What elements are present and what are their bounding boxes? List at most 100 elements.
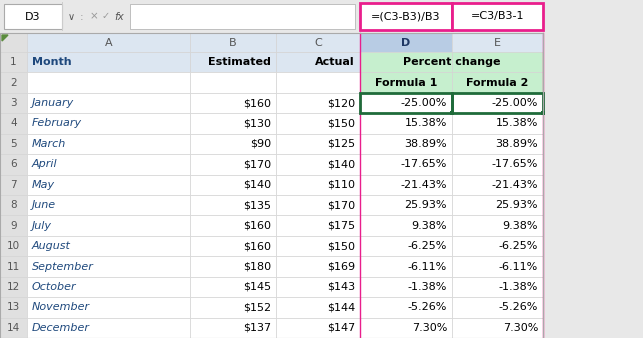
Text: $145: $145 bbox=[243, 282, 271, 292]
Bar bbox=[27, 72, 190, 93]
Text: Month: Month bbox=[32, 57, 71, 67]
Bar bbox=[360, 93, 452, 113]
Text: 15.38%: 15.38% bbox=[496, 119, 538, 128]
Text: -6.25%: -6.25% bbox=[408, 241, 447, 251]
Bar bbox=[190, 236, 276, 256]
Text: $160: $160 bbox=[243, 98, 271, 108]
Bar bbox=[190, 113, 276, 134]
Bar bbox=[452, 236, 543, 256]
Bar bbox=[276, 154, 360, 174]
Bar bbox=[0, 174, 27, 195]
Text: $170: $170 bbox=[327, 200, 355, 210]
Text: Estimated: Estimated bbox=[208, 57, 271, 67]
Text: =C3/B3-1: =C3/B3-1 bbox=[471, 11, 524, 22]
Bar bbox=[190, 215, 276, 236]
Bar bbox=[276, 297, 360, 318]
Text: -17.65%: -17.65% bbox=[492, 159, 538, 169]
Text: -1.38%: -1.38% bbox=[498, 282, 538, 292]
Bar bbox=[0, 33, 543, 338]
Polygon shape bbox=[2, 35, 8, 41]
Text: 25.93%: 25.93% bbox=[404, 200, 447, 210]
Bar bbox=[276, 113, 360, 134]
Text: September: September bbox=[32, 262, 94, 271]
Bar bbox=[360, 195, 452, 215]
Text: D3: D3 bbox=[25, 11, 41, 22]
Bar bbox=[360, 154, 452, 174]
Text: B: B bbox=[229, 38, 237, 48]
Bar bbox=[452, 93, 543, 113]
Bar bbox=[452, 318, 543, 338]
Text: $152: $152 bbox=[243, 303, 271, 312]
Bar bbox=[27, 174, 190, 195]
Text: 5: 5 bbox=[10, 139, 17, 149]
Bar bbox=[276, 72, 360, 93]
Bar bbox=[130, 4, 355, 29]
Bar bbox=[452, 215, 543, 236]
Text: April: April bbox=[32, 159, 58, 169]
Bar bbox=[190, 174, 276, 195]
Text: -5.26%: -5.26% bbox=[498, 303, 538, 312]
Text: June: June bbox=[32, 200, 56, 210]
Text: $169: $169 bbox=[327, 262, 355, 271]
Bar bbox=[0, 33, 543, 338]
Bar bbox=[452, 134, 543, 154]
Bar bbox=[452, 195, 543, 215]
Bar bbox=[360, 236, 452, 256]
Bar bbox=[27, 52, 190, 72]
Bar bbox=[0, 0, 643, 33]
Bar bbox=[4, 4, 62, 29]
Text: 11: 11 bbox=[7, 262, 20, 271]
Bar bbox=[452, 174, 543, 195]
Bar bbox=[276, 256, 360, 277]
Bar bbox=[452, 277, 543, 297]
Text: Formula 1: Formula 1 bbox=[375, 78, 437, 88]
Text: -21.43%: -21.43% bbox=[491, 180, 538, 190]
Bar bbox=[190, 318, 276, 338]
Bar bbox=[27, 297, 190, 318]
Text: -6.25%: -6.25% bbox=[498, 241, 538, 251]
Text: $140: $140 bbox=[243, 180, 271, 190]
Text: ×: × bbox=[90, 11, 99, 22]
Bar bbox=[0, 113, 27, 134]
Text: A: A bbox=[105, 38, 113, 48]
Bar bbox=[0, 52, 27, 72]
Bar bbox=[360, 297, 452, 318]
Bar bbox=[27, 277, 190, 297]
Text: $144: $144 bbox=[327, 303, 355, 312]
Text: $135: $135 bbox=[243, 200, 271, 210]
Bar bbox=[27, 215, 190, 236]
Bar bbox=[27, 113, 190, 134]
Text: 2: 2 bbox=[10, 78, 17, 88]
Text: 10: 10 bbox=[7, 241, 20, 251]
Bar bbox=[27, 154, 190, 174]
Text: -21.43%: -21.43% bbox=[401, 180, 447, 190]
Bar bbox=[0, 277, 27, 297]
Bar bbox=[360, 134, 452, 154]
Text: July: July bbox=[32, 221, 52, 231]
Bar bbox=[0, 256, 27, 277]
Text: $120: $120 bbox=[327, 98, 355, 108]
Text: $110: $110 bbox=[327, 180, 355, 190]
Text: $143: $143 bbox=[327, 282, 355, 292]
Text: October: October bbox=[32, 282, 77, 292]
Text: $180: $180 bbox=[243, 262, 271, 271]
Bar bbox=[360, 3, 452, 30]
Text: December: December bbox=[32, 323, 90, 333]
Bar bbox=[360, 72, 452, 93]
Text: January: January bbox=[32, 98, 74, 108]
Text: $150: $150 bbox=[327, 119, 355, 128]
Bar bbox=[360, 113, 452, 134]
Text: $125: $125 bbox=[327, 139, 355, 149]
Text: 7.30%: 7.30% bbox=[503, 323, 538, 333]
Text: 13: 13 bbox=[7, 303, 20, 312]
Text: ∨: ∨ bbox=[68, 11, 75, 22]
Bar bbox=[276, 93, 360, 113]
Text: Formula 2: Formula 2 bbox=[466, 78, 529, 88]
Text: 3: 3 bbox=[10, 98, 17, 108]
Text: 14: 14 bbox=[7, 323, 20, 333]
Text: $137: $137 bbox=[243, 323, 271, 333]
Bar bbox=[0, 318, 27, 338]
Text: -17.65%: -17.65% bbox=[401, 159, 447, 169]
Bar bbox=[452, 154, 543, 174]
Bar bbox=[190, 277, 276, 297]
